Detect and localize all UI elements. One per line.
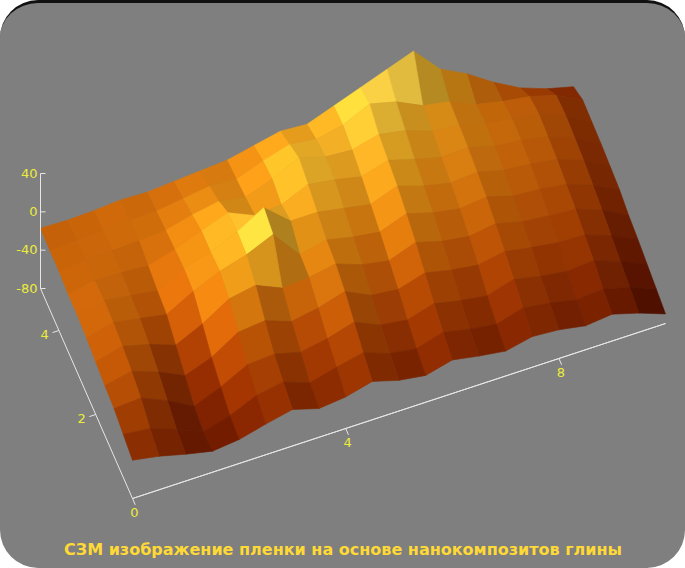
- svg-text:4: 4: [41, 327, 49, 342]
- svg-text:СЗМ изображение пленки на осно: СЗМ изображение пленки на основе наноком…: [64, 540, 622, 559]
- svg-text:40: 40: [21, 166, 38, 181]
- svg-text:2: 2: [77, 411, 85, 426]
- svg-text:0: 0: [130, 505, 138, 520]
- svg-text:0: 0: [29, 204, 37, 219]
- svg-text:8: 8: [557, 365, 565, 380]
- svg-text:4: 4: [344, 435, 352, 450]
- svg-text:-80: -80: [16, 281, 37, 296]
- svg-text:-40: -40: [16, 242, 37, 257]
